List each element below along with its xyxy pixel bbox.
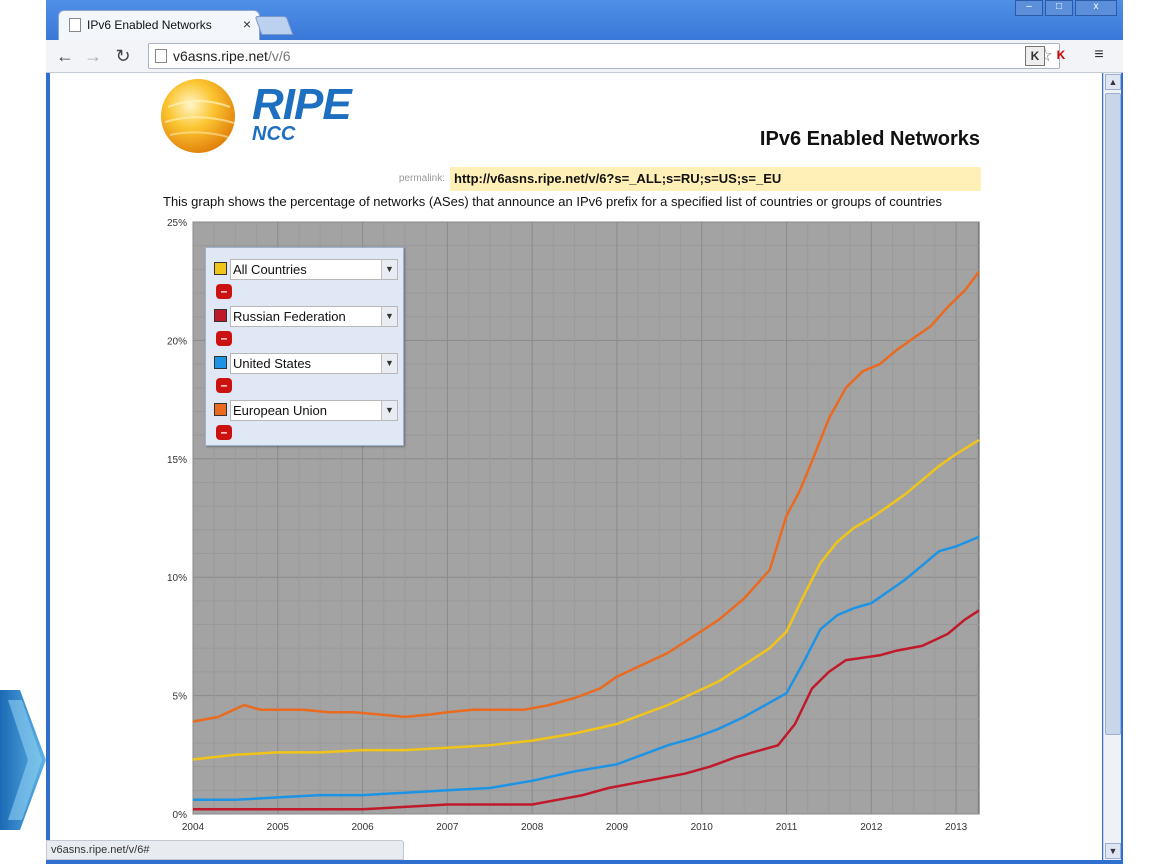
page-title: IPv6 Enabled Networks — [759, 128, 980, 150]
x-tick-label: 2012 — [860, 822, 883, 833]
x-tick-label: 2011 — [776, 822, 798, 833]
y-tick-label: 15% — [167, 455, 187, 466]
remove-series-button[interactable]: – — [216, 425, 232, 440]
country-select[interactable]: European Union ▼ — [230, 400, 398, 421]
series-line-united-states — [193, 535, 980, 802]
x-tick-label: 2006 — [351, 822, 374, 833]
status-bar: v6asns.ripe.net/v/6# — [46, 840, 404, 860]
series-line-russian-federation — [193, 609, 980, 811]
legend-swatch — [214, 356, 227, 369]
tab-ipv6-enabled-networks[interactable]: IPv6 Enabled Networks × — [58, 10, 260, 41]
x-tick-label: 2013 — [945, 822, 968, 833]
legend-swatch — [214, 309, 227, 322]
y-tick-label: 0% — [173, 810, 188, 821]
permalink-label: permalink: — [398, 173, 445, 184]
country-select-value: European Union — [233, 403, 327, 418]
minimize-button[interactable]: – — [1015, 0, 1043, 16]
page-icon — [155, 49, 167, 63]
page-content: RIPE NCC IPv6 Enabled Networks permalink… — [50, 73, 1102, 860]
country-select[interactable]: United States ▼ — [230, 353, 398, 374]
title-bar: IPv6 Enabled Networks × – □ x — [46, 0, 1123, 41]
x-tick-label: 2009 — [606, 822, 629, 833]
maximize-button[interactable]: □ — [1045, 0, 1073, 16]
series-legend: All Countries ▼ – Russian Federation ▼ –… — [205, 247, 404, 446]
close-window-button[interactable]: x — [1075, 0, 1117, 16]
y-tick-label: 10% — [167, 573, 187, 584]
country-select[interactable]: All Countries ▼ — [230, 259, 398, 280]
country-select[interactable]: Russian Federation ▼ — [230, 306, 398, 327]
x-tick-label: 2008 — [521, 822, 544, 833]
chevron-down-icon[interactable]: ▼ — [381, 354, 397, 373]
scroll-thumb[interactable] — [1105, 93, 1121, 735]
y-tick-label: 25% — [167, 218, 187, 229]
reload-icon[interactable]: ↻ — [115, 46, 131, 66]
legend-swatch — [214, 403, 227, 416]
slide-decoration — [0, 0, 46, 864]
legend-row-all-countries: All Countries ▼ — [213, 258, 398, 280]
chevron-down-icon[interactable]: ▼ — [381, 401, 397, 420]
remove-series-button[interactable]: – — [216, 284, 232, 299]
browser-toolbar: ← → ↻ v6asns.ripe.net/v/6 ☆ K K ≡ — [46, 40, 1123, 73]
permalink-url[interactable]: http://v6asns.ripe.net/v/6?s=_ALL;s=RU;s… — [454, 171, 782, 186]
scroll-down-arrow-icon[interactable]: ▼ — [1105, 843, 1121, 859]
page-icon — [69, 18, 81, 32]
x-tick-label: 2010 — [691, 822, 714, 833]
chevron-down-icon[interactable]: ▼ — [381, 260, 397, 279]
chevron-decoration-icon — [0, 690, 46, 830]
graph-description: This graph shows the percentage of netwo… — [163, 194, 942, 209]
browser-window: IPv6 Enabled Networks × – □ x ← → ↻ v6as… — [46, 0, 1123, 864]
scroll-up-arrow-icon[interactable]: ▲ — [1105, 74, 1121, 90]
legend-row-european-union: European Union ▼ — [213, 399, 398, 421]
menu-icon[interactable]: ≡ — [1094, 46, 1104, 63]
url-path: /v/6 — [267, 48, 291, 64]
vertical-scrollbar[interactable]: ▲ ▼ — [1103, 73, 1121, 860]
url-host: v6asns.ripe.net — [173, 48, 268, 64]
logo-ncc-text: NCC — [252, 123, 296, 145]
legend-swatch — [214, 262, 227, 275]
x-tick-label: 2005 — [267, 822, 290, 833]
y-tick-label: 20% — [167, 336, 187, 347]
chevron-down-icon[interactable]: ▼ — [381, 307, 397, 326]
legend-row-russian-federation: Russian Federation ▼ — [213, 305, 398, 327]
ripe-ncc-logo: RIPE NCC — [160, 77, 352, 155]
url-text[interactable]: v6asns.ripe.net/v/6 — [173, 48, 291, 64]
tab-title: IPv6 Enabled Networks — [87, 18, 212, 32]
series-line-all-countries — [192, 438, 980, 761]
logo-ripe-text: RIPE — [252, 80, 352, 129]
legend-row-united-states: United States ▼ — [213, 352, 398, 374]
x-tick-label: 2004 — [182, 822, 205, 833]
y-tick-label: 5% — [173, 692, 188, 703]
permalink-box: http://v6asns.ripe.net/v/6?s=_ALL;s=RU;s… — [450, 167, 981, 191]
kaspersky-icon[interactable]: K — [1056, 48, 1066, 62]
extension-k-icon[interactable]: K — [1025, 46, 1045, 66]
address-bar[interactable]: v6asns.ripe.net/v/6 ☆ — [148, 43, 1060, 69]
remove-series-button[interactable]: – — [216, 331, 232, 346]
x-tick-label: 2007 — [436, 822, 459, 833]
forward-arrow-icon[interactable]: → — [84, 46, 102, 66]
country-select-value: Russian Federation — [233, 309, 346, 324]
ripe-globe-icon — [161, 79, 235, 153]
new-tab-button[interactable] — [254, 16, 294, 35]
series-line-european-union — [192, 270, 980, 723]
window-controls: – □ x — [1015, 0, 1117, 16]
country-select-value: All Countries — [233, 262, 307, 277]
remove-series-button[interactable]: – — [216, 378, 232, 393]
country-select-value: United States — [233, 356, 312, 371]
close-tab-icon[interactable]: × — [242, 16, 251, 32]
back-arrow-icon[interactable]: ← — [56, 46, 74, 66]
